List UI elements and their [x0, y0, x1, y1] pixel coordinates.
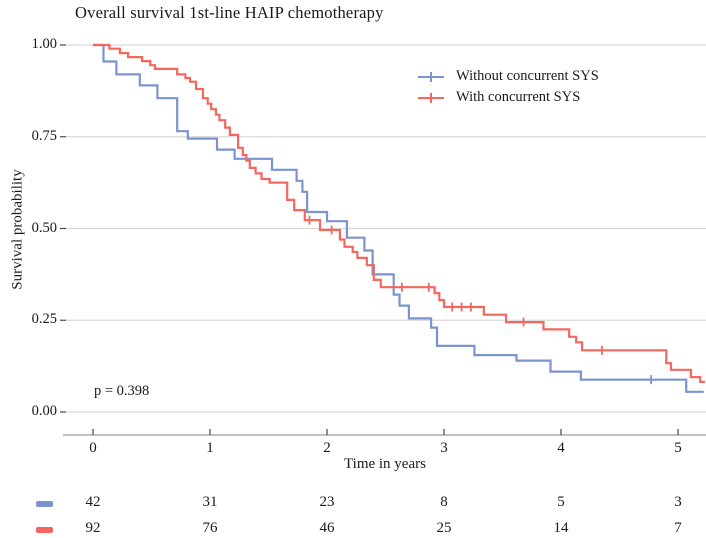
x-tick-label: 2 [323, 440, 331, 456]
legend-label: With concurrent SYS [456, 89, 581, 105]
y-tick-label: 1.00 [31, 36, 57, 52]
risk-count: 46 [319, 519, 335, 536]
risk-count: 7 [674, 519, 682, 536]
risk-count: 23 [319, 494, 335, 510]
risk-row-swatch [36, 501, 53, 507]
legend: Without concurrent SYS With concurrent S… [418, 66, 599, 108]
x-tick-label: 1 [206, 440, 214, 456]
x-tick-label: 5 [674, 440, 682, 456]
legend-marker-red-plus-icon [418, 92, 444, 104]
y-tick-label: 0.50 [31, 219, 57, 236]
risk-count: 92 [85, 519, 101, 536]
legend-label: Without concurrent SYS [456, 68, 599, 84]
p-value-annotation: p = 0.398 [94, 383, 150, 399]
chart-title: Overall survival 1st-line HAIP chemother… [75, 3, 384, 22]
x-tick-label: 0 [89, 440, 97, 456]
risk-count: 14 [553, 519, 569, 536]
x-tick-label: 3 [440, 440, 448, 456]
y-tick-label: 0.25 [31, 311, 57, 328]
legend-item-without-sys: Without concurrent SYS [418, 66, 599, 87]
risk-count: 42 [85, 494, 101, 510]
y-tick-label: 0.75 [31, 127, 57, 144]
legend-marker-blue-plus-icon [418, 71, 444, 83]
risk-count: 5 [557, 494, 565, 510]
risk-row-swatch [36, 526, 53, 533]
x-axis-title: Time in years [344, 456, 426, 472]
risk-count: 76 [202, 519, 218, 536]
risk-count: 8 [440, 494, 448, 510]
risk-count: 25 [436, 519, 452, 536]
risk-count: 3 [674, 494, 682, 510]
legend-item-with-sys: With concurrent SYS [418, 87, 599, 108]
risk-count: 31 [202, 494, 218, 510]
km-curve-with-sys [93, 43, 705, 383]
km-curve-without-sys [93, 43, 704, 393]
x-tick-label: 4 [557, 440, 565, 456]
y-tick-label: 0.00 [31, 403, 57, 419]
